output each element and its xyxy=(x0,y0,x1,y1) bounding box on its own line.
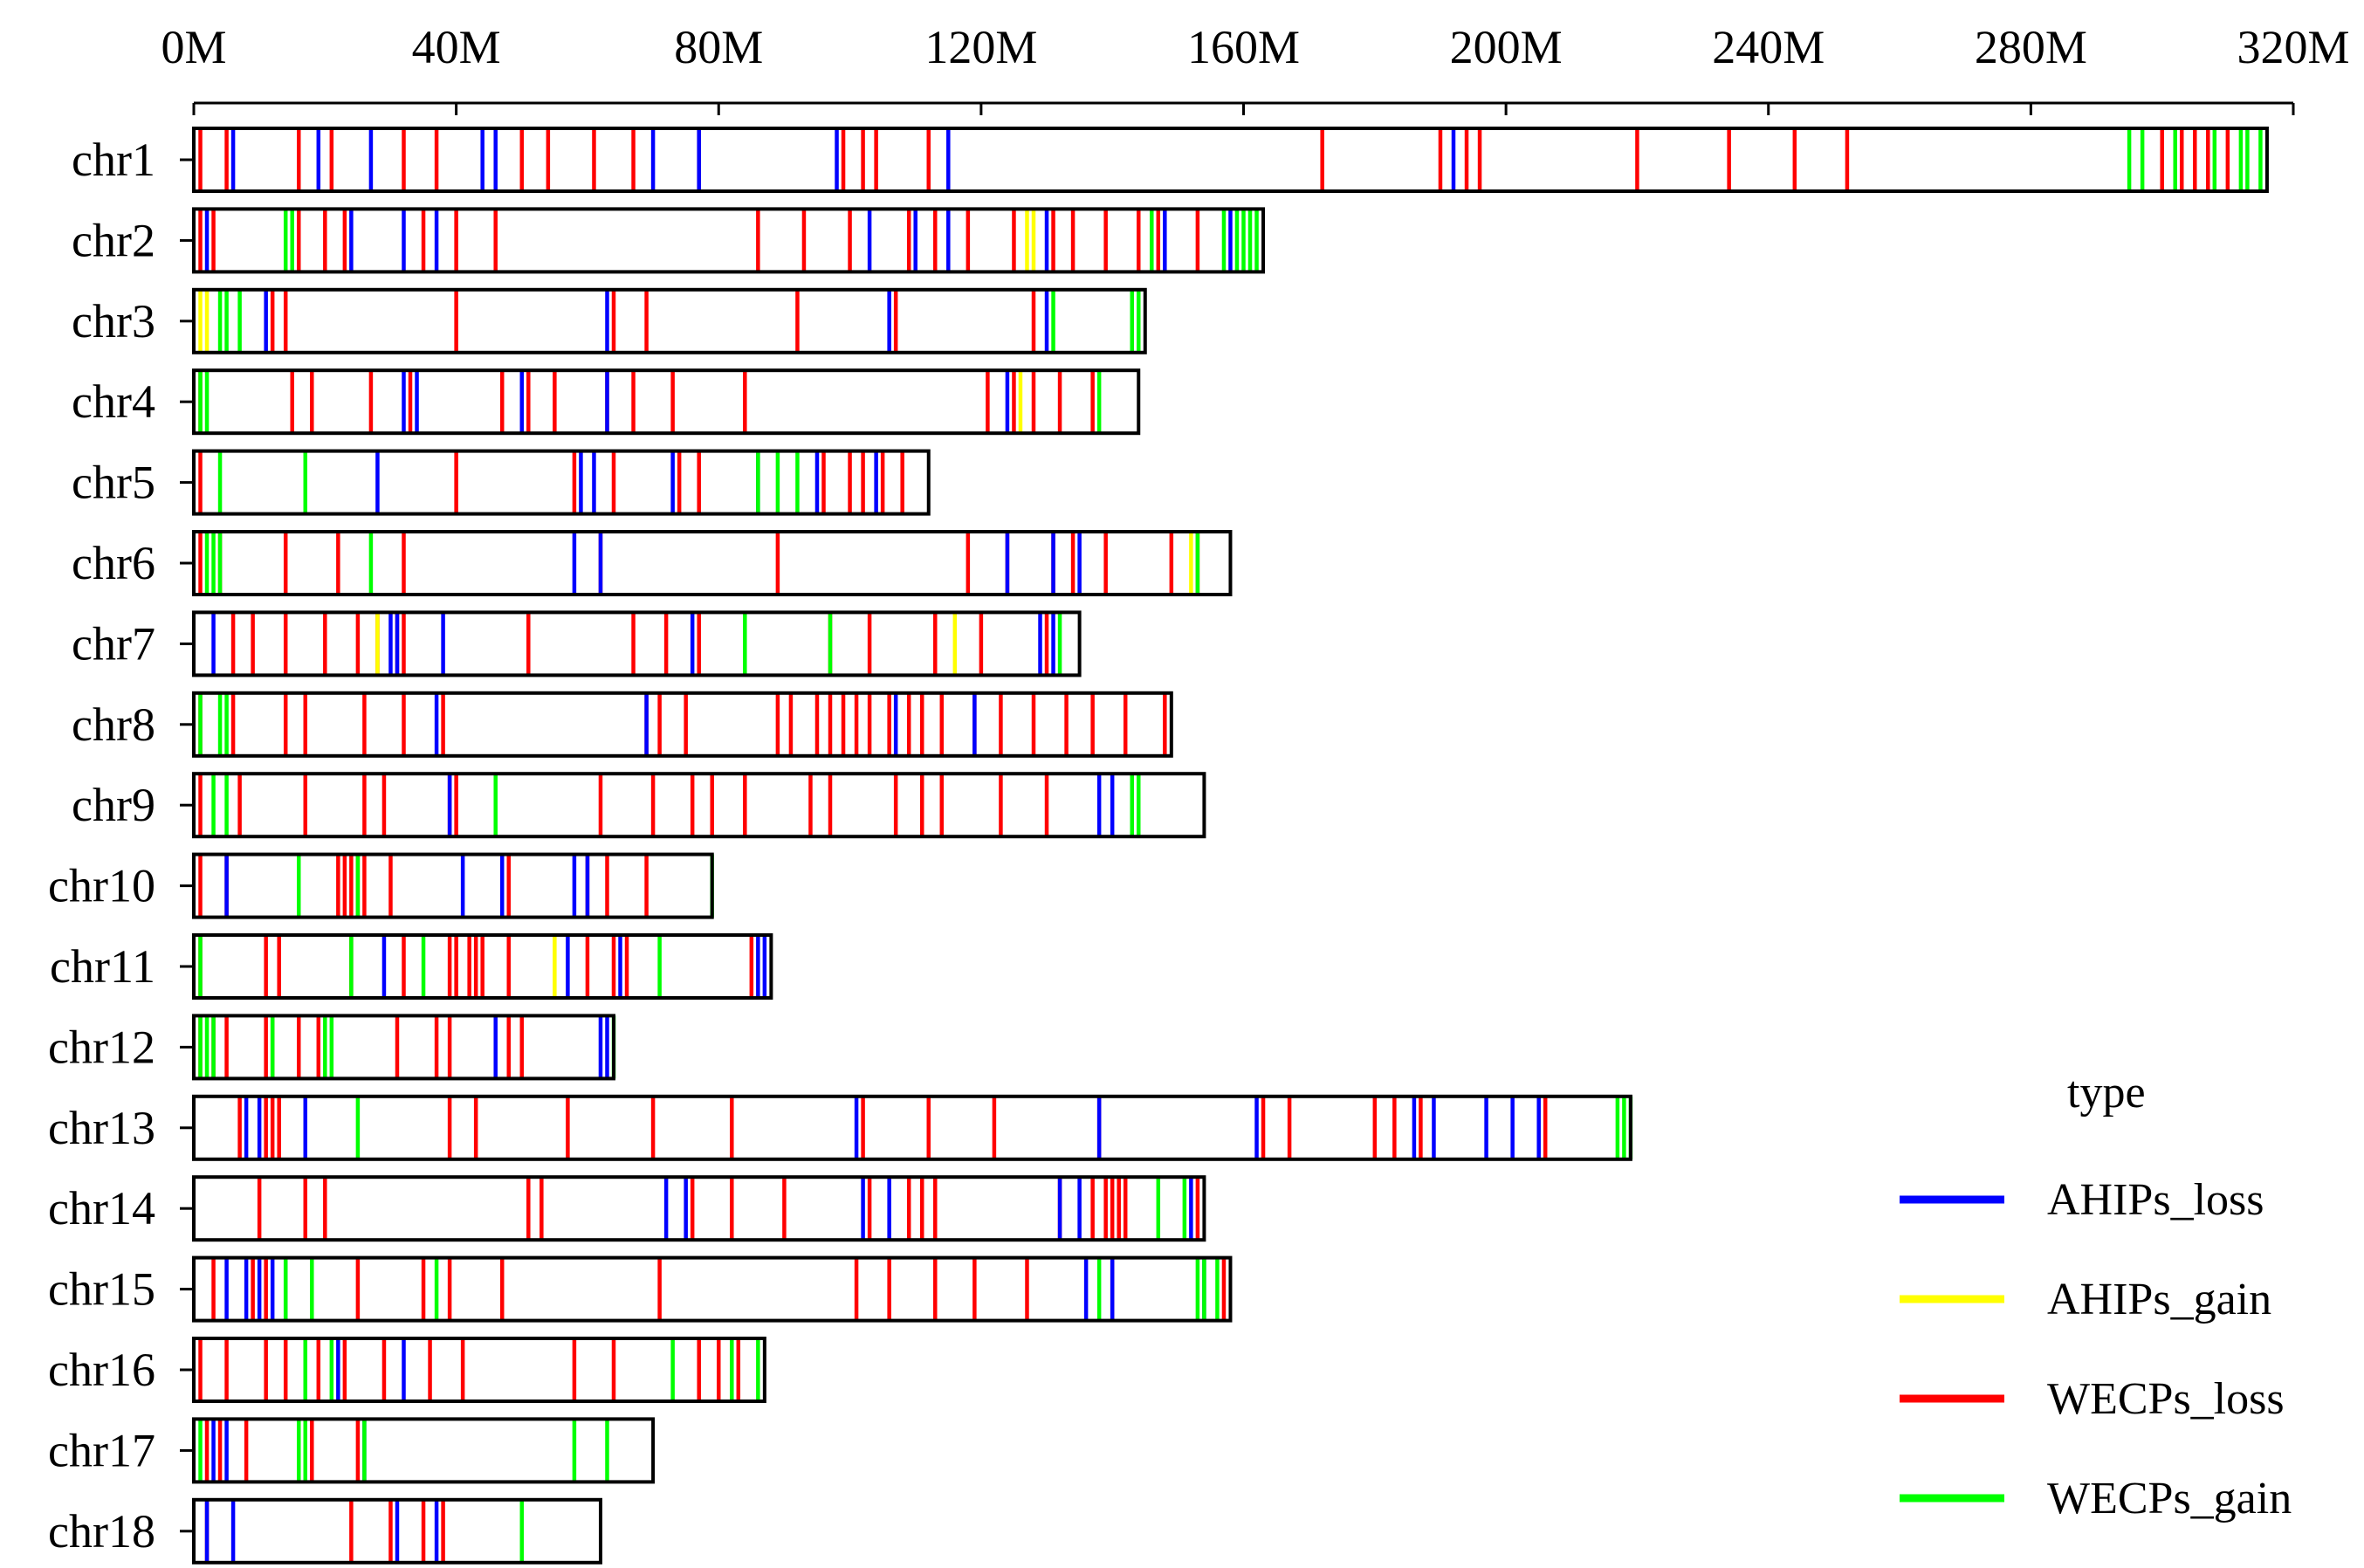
chromosome-label: chr5 xyxy=(72,457,155,509)
chromosome-row-chr2: chr2 xyxy=(72,207,1266,274)
chromosome-bar-fill xyxy=(194,1096,1631,1159)
legend-label: AHIPs_loss xyxy=(2047,1175,2264,1225)
legend-title: type xyxy=(2067,1068,2146,1118)
chromosome-label: chr1 xyxy=(72,134,155,186)
chromosome-label: chr4 xyxy=(72,375,155,428)
chromosome-label: chr7 xyxy=(72,617,155,670)
chromosome-bar-fill xyxy=(194,450,929,514)
chromosome-bar-fill xyxy=(194,774,1205,837)
chromosome-label: chr11 xyxy=(50,940,155,993)
chromosome-bar-outline xyxy=(192,1337,766,1403)
chromosome-bar-outline xyxy=(192,933,773,1000)
chromosome-bar-fill xyxy=(194,370,1139,434)
legend-label: WECPs_gain xyxy=(2047,1474,2292,1523)
chromosome-label: chr8 xyxy=(72,698,155,751)
chromosome-label: chr17 xyxy=(48,1424,155,1476)
x-tick-label: 160M xyxy=(1187,21,1300,73)
chromosome-label: chr14 xyxy=(48,1182,155,1234)
legend-label: WECPs_loss xyxy=(2047,1374,2285,1424)
chromosome-label: chr16 xyxy=(48,1344,155,1396)
chromosome-bar-fill xyxy=(194,128,2267,191)
chromosome-bar-outline xyxy=(192,127,2269,193)
chromosome-bar-outline xyxy=(192,1417,656,1484)
chromosome-row-chr8: chr8 xyxy=(72,691,1173,758)
chromosome-label: chr9 xyxy=(72,779,155,831)
chromosome-row-chr3: chr3 xyxy=(72,287,1147,354)
chromosome-bar-outline xyxy=(192,852,714,919)
chromosome-row-chr12: chr12 xyxy=(48,1014,616,1081)
chromosome-bar-fill xyxy=(194,532,1231,595)
legend-label: AHIPs_gain xyxy=(2047,1275,2271,1324)
chromosome-bar-fill xyxy=(194,612,1080,676)
chromosome-bar-outline xyxy=(192,368,1141,436)
chromosome-bar-outline xyxy=(192,691,1173,758)
chromosome-label: chr6 xyxy=(72,537,155,589)
chromosome-bar-outline xyxy=(192,1014,615,1081)
x-tick-label: 240M xyxy=(1712,21,1825,73)
chromosome-label: chr18 xyxy=(48,1505,155,1558)
chromosome-label: chr13 xyxy=(48,1102,155,1154)
chromosome-label: chr2 xyxy=(72,214,155,266)
chromosome-row-chr6: chr6 xyxy=(72,530,1233,596)
chromosome-bar-fill xyxy=(194,1257,1231,1321)
chromosome-row-chr14: chr14 xyxy=(48,1175,1206,1242)
chromosome-row-chr4: chr4 xyxy=(72,368,1141,436)
chromosome-tracks: chr1 chr2 chr3 chr4 chr5 chr6 chr7 chr8 chr9 chr1… xyxy=(48,127,2269,1565)
x-tick-label: 40M xyxy=(412,21,501,73)
chromosome-bar-outline xyxy=(192,1497,602,1565)
x-tick-label: 0M xyxy=(161,21,226,73)
chromosome-row-chr1: chr1 xyxy=(72,127,2269,193)
chromosome-row-chr10: chr10 xyxy=(48,852,714,919)
chromosome-row-chr7: chr7 xyxy=(72,610,1082,677)
chromosome-bar-outline xyxy=(192,610,1082,677)
chromosome-label: chr12 xyxy=(48,1021,155,1073)
chromosome-bar-outline xyxy=(192,287,1147,354)
chromosome-bar-fill xyxy=(194,289,1145,353)
x-tick-label: 280M xyxy=(1975,21,2087,73)
chromosome-bar-outline xyxy=(192,1255,1233,1323)
chromosome-bar-fill xyxy=(194,1015,614,1079)
chromosome-bar-fill xyxy=(194,1177,1205,1241)
chromosome-bar-fill xyxy=(194,209,1264,272)
x-tick-label: 80M xyxy=(674,21,763,73)
chromosome-bar-fill xyxy=(194,1338,765,1401)
chromosome-row-chr11: chr11 xyxy=(50,933,773,1000)
legend: type AHIPs_loss AHIPs_gain WECPs_loss WECPs… xyxy=(1900,1068,2292,1523)
chromosome-bar-outline xyxy=(192,207,1266,274)
chromosome-row-chr16: chr16 xyxy=(48,1337,766,1403)
chromosome-bar-fill xyxy=(194,692,1172,756)
chromosome-bar-outline xyxy=(192,449,931,516)
chromosome-row-chr9: chr9 xyxy=(72,772,1206,839)
chromosome-row-chr18: chr18 xyxy=(48,1497,602,1565)
x-tick-label: 320M xyxy=(2237,21,2349,73)
chromosome-bar-outline xyxy=(192,1175,1206,1242)
chromosome-bar-fill xyxy=(194,1419,654,1482)
x-tick-label: 120M xyxy=(924,21,1037,73)
chromosome-label: chr15 xyxy=(48,1263,155,1316)
x-axis: 0M 40M 80M 120M 160M 200M 240M 280M 320M xyxy=(161,21,2350,115)
chromosome-label: chr3 xyxy=(72,295,155,347)
chromosome-label: chr10 xyxy=(48,860,155,912)
chromosome-row-chr17: chr17 xyxy=(48,1417,656,1484)
chromosome-bar-fill xyxy=(194,854,712,918)
chromosome-row-chr5: chr5 xyxy=(72,449,931,516)
chromosome-row-chr15: chr15 xyxy=(48,1255,1233,1323)
chromosome-row-chr13: chr13 xyxy=(48,1094,1633,1161)
chromosome-bar-outline xyxy=(192,772,1206,839)
chromosome-bar-outline xyxy=(192,1094,1632,1161)
x-tick-label: 200M xyxy=(1450,21,1563,73)
chromosome-bar-outline xyxy=(192,530,1233,596)
